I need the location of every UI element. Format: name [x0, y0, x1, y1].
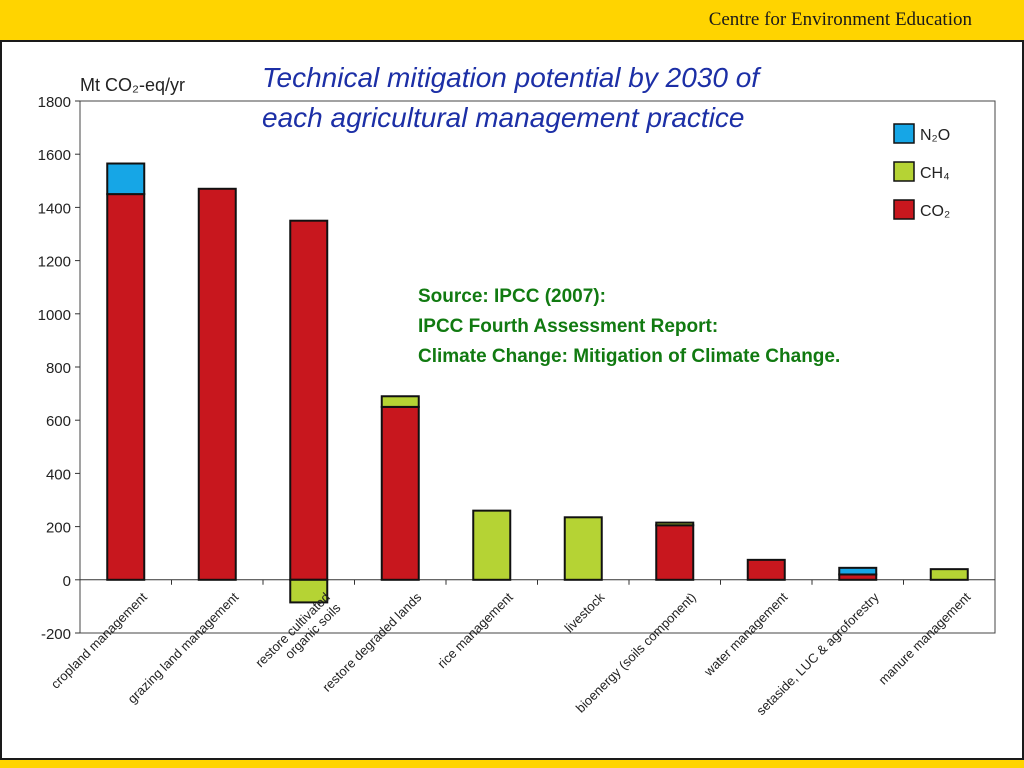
right-border [1022, 42, 1024, 758]
x-tick-label: water management [700, 589, 790, 679]
x-tick-label: livestock [562, 589, 608, 635]
slide-title-line-1: Technical mitigation potential by 2030 o… [262, 62, 760, 93]
y-tick-label: 0 [63, 573, 71, 590]
legend-swatch [893, 161, 915, 182]
bar-segment [655, 524, 695, 581]
legend-label: N₂O [920, 127, 950, 144]
legend-swatch [893, 123, 915, 144]
y-tick-label: 200 [46, 520, 71, 537]
y-tick-label: 400 [46, 466, 71, 483]
source-line-1: Source: IPCC (2007): [418, 286, 606, 307]
y-tick-label: 1600 [38, 147, 71, 164]
x-tick-label: manure management [875, 589, 973, 687]
bar-segment [289, 219, 329, 581]
bar-segment [380, 405, 420, 581]
bar-segment [929, 568, 969, 581]
source-line-3: Climate Change: Mitigation of Climate Ch… [418, 346, 841, 367]
legend-label: CH₄ [920, 165, 950, 182]
bar-segment [472, 509, 512, 581]
bar-segment [746, 558, 786, 581]
footer-bar [0, 758, 1024, 768]
legend-label: CO₂ [920, 203, 950, 220]
bar-segment [106, 162, 146, 196]
y-tick-label: 800 [46, 360, 71, 377]
y-tick-label: 600 [46, 413, 71, 430]
y-tick-label: 1200 [38, 254, 71, 271]
org-name: Centre for Environment Education [708, 9, 972, 30]
source-citation: Source: IPCC (2007): IPCC Fourth Assessm… [418, 282, 840, 372]
y-tick-label: 1400 [38, 200, 71, 217]
slide-title: Technical mitigation potential by 2030 o… [262, 58, 902, 138]
bar-segment [106, 193, 146, 581]
y-tick-label: 1000 [38, 307, 71, 324]
bar-segment [289, 578, 329, 604]
y-tick-label: 1800 [38, 94, 71, 111]
bar-segment [197, 187, 237, 581]
bar-segment [563, 516, 603, 581]
slide-title-line-2: each agricultural management practice [262, 102, 745, 133]
bar-segment [380, 395, 420, 408]
header-bar: Centre for Environment Education [0, 0, 1024, 42]
bar-segment [838, 566, 878, 576]
x-tick-label: rice management [434, 589, 516, 671]
bar-segment [655, 521, 695, 527]
source-line-2: IPCC Fourth Assessment Report: [418, 316, 719, 337]
y-axis-label: Mt CO₂-eq/yr [80, 75, 185, 95]
left-border [0, 42, 2, 758]
legend-swatch [893, 199, 915, 220]
y-tick-label: -200 [41, 626, 71, 643]
